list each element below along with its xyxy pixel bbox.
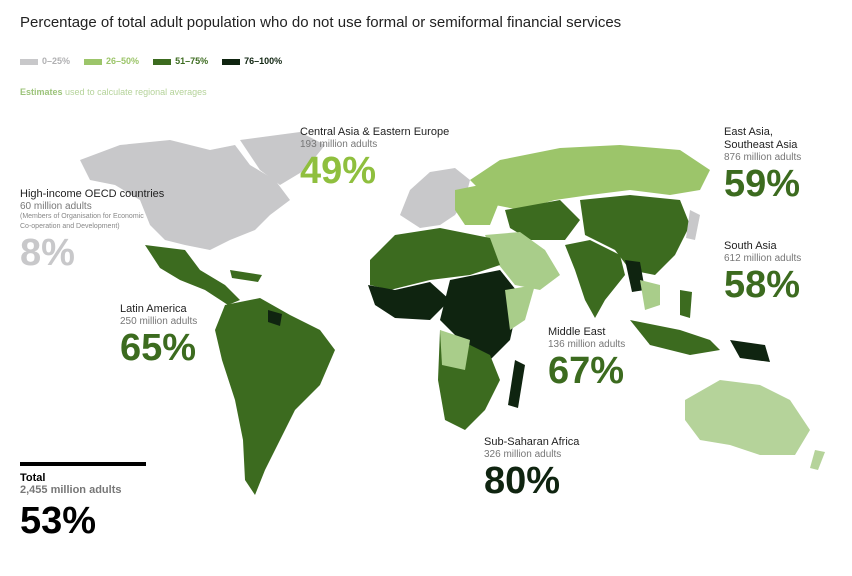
angola (440, 330, 470, 370)
russia (470, 145, 710, 210)
region-name: East Asia, (724, 126, 773, 138)
region-adults: 326 million adults (484, 449, 562, 460)
region-adults: 250 million adults (120, 316, 198, 327)
region-label: Latin America 250 million adults 65% (120, 303, 197, 369)
indochina (640, 280, 660, 310)
region-label: Sub-Saharan Africa 326 million adults 80% (484, 436, 579, 502)
central-asia (505, 200, 580, 240)
middle-east (485, 232, 560, 290)
region-percent: 80% (484, 460, 561, 502)
map-title: Percentage of total adult population who… (20, 14, 622, 31)
estimates-text: used to calculate regional averages (65, 87, 207, 97)
region-percent: 65% (120, 327, 197, 369)
madagascar (508, 360, 525, 408)
papua (730, 340, 770, 362)
region-percent: 8% (20, 232, 75, 274)
southeast-asia (625, 260, 645, 292)
legend-label: 26–50% (106, 56, 140, 66)
total-adults: 2,455 million adults (20, 484, 122, 496)
estimates-note: Estimates used to calculate regional ave… (20, 87, 207, 97)
legend-item: 26–50% (84, 56, 139, 66)
west-africa (368, 282, 450, 320)
horn-africa (505, 285, 535, 330)
region-name: High-income OECD countries (20, 188, 165, 200)
north-africa (370, 228, 500, 290)
legend-item: 0–25% (20, 56, 70, 66)
estimates-label: Estimates (20, 87, 63, 97)
region-percent: 49% (300, 150, 377, 192)
legend-swatch (20, 58, 38, 65)
region-name: Latin America (120, 303, 187, 315)
region-name: Sub-Saharan Africa (484, 436, 580, 448)
region-percent: 58% (724, 264, 801, 306)
region-name: Middle East (548, 326, 606, 338)
region-label: High-income OECD countries 60 million adu… (20, 188, 164, 274)
legend-swatch (222, 58, 241, 65)
guianas (268, 310, 282, 326)
region-note: Co-operation and Development) (20, 223, 120, 230)
region-name: South Asia (724, 240, 777, 252)
total-label: Total (20, 472, 46, 484)
region-label: East Asia, Southeast Asia 876 million adul… (724, 126, 801, 205)
legend-item: 76–100% (222, 56, 282, 66)
north-america (80, 140, 290, 250)
region-label: Middle East 136 million adults 67% (548, 326, 625, 392)
new-zealand (810, 450, 825, 470)
region-percent: 59% (724, 163, 801, 205)
region-adults: 612 million adults (724, 253, 802, 264)
south-america (215, 298, 335, 495)
legend-label: 0–25% (42, 56, 71, 66)
region-name: Central Asia & Eastern Europe (300, 126, 450, 138)
japan (686, 210, 700, 240)
legend-swatch (84, 58, 103, 65)
legend-item: 51–75% (153, 56, 208, 66)
greenland (240, 132, 325, 185)
east-asia (580, 195, 690, 275)
legend-label: 76–100% (244, 56, 283, 66)
indonesia (630, 320, 720, 355)
total-rule (20, 462, 146, 466)
region-label: South Asia 612 million adults 58% (724, 240, 801, 306)
region-percent: 67% (548, 350, 625, 392)
region-name: Southeast Asia (724, 139, 798, 151)
region-adults: 60 million adults (20, 201, 92, 212)
caribbean (230, 270, 262, 282)
region-note: (Members of Organisation for Economic (20, 213, 144, 220)
legend-swatch (153, 58, 172, 65)
europe (400, 168, 470, 228)
total-percent: 53% (20, 500, 97, 542)
south-asia (565, 240, 625, 318)
legend-label: 51–75% (175, 56, 209, 66)
philippines (680, 290, 692, 318)
region-label: Central Asia & Eastern Europe 193 million… (300, 126, 449, 192)
central-america (145, 245, 240, 305)
total-block: Total 2,455 million adults 53% (20, 472, 121, 542)
australia (685, 380, 810, 455)
region-adults: 193 million adults (300, 139, 378, 150)
region-adults: 876 million adults (724, 152, 802, 163)
legend: 0–25% 26–50% 51–75% 76–100% (20, 56, 282, 66)
region-adults: 136 million adults (548, 339, 626, 350)
